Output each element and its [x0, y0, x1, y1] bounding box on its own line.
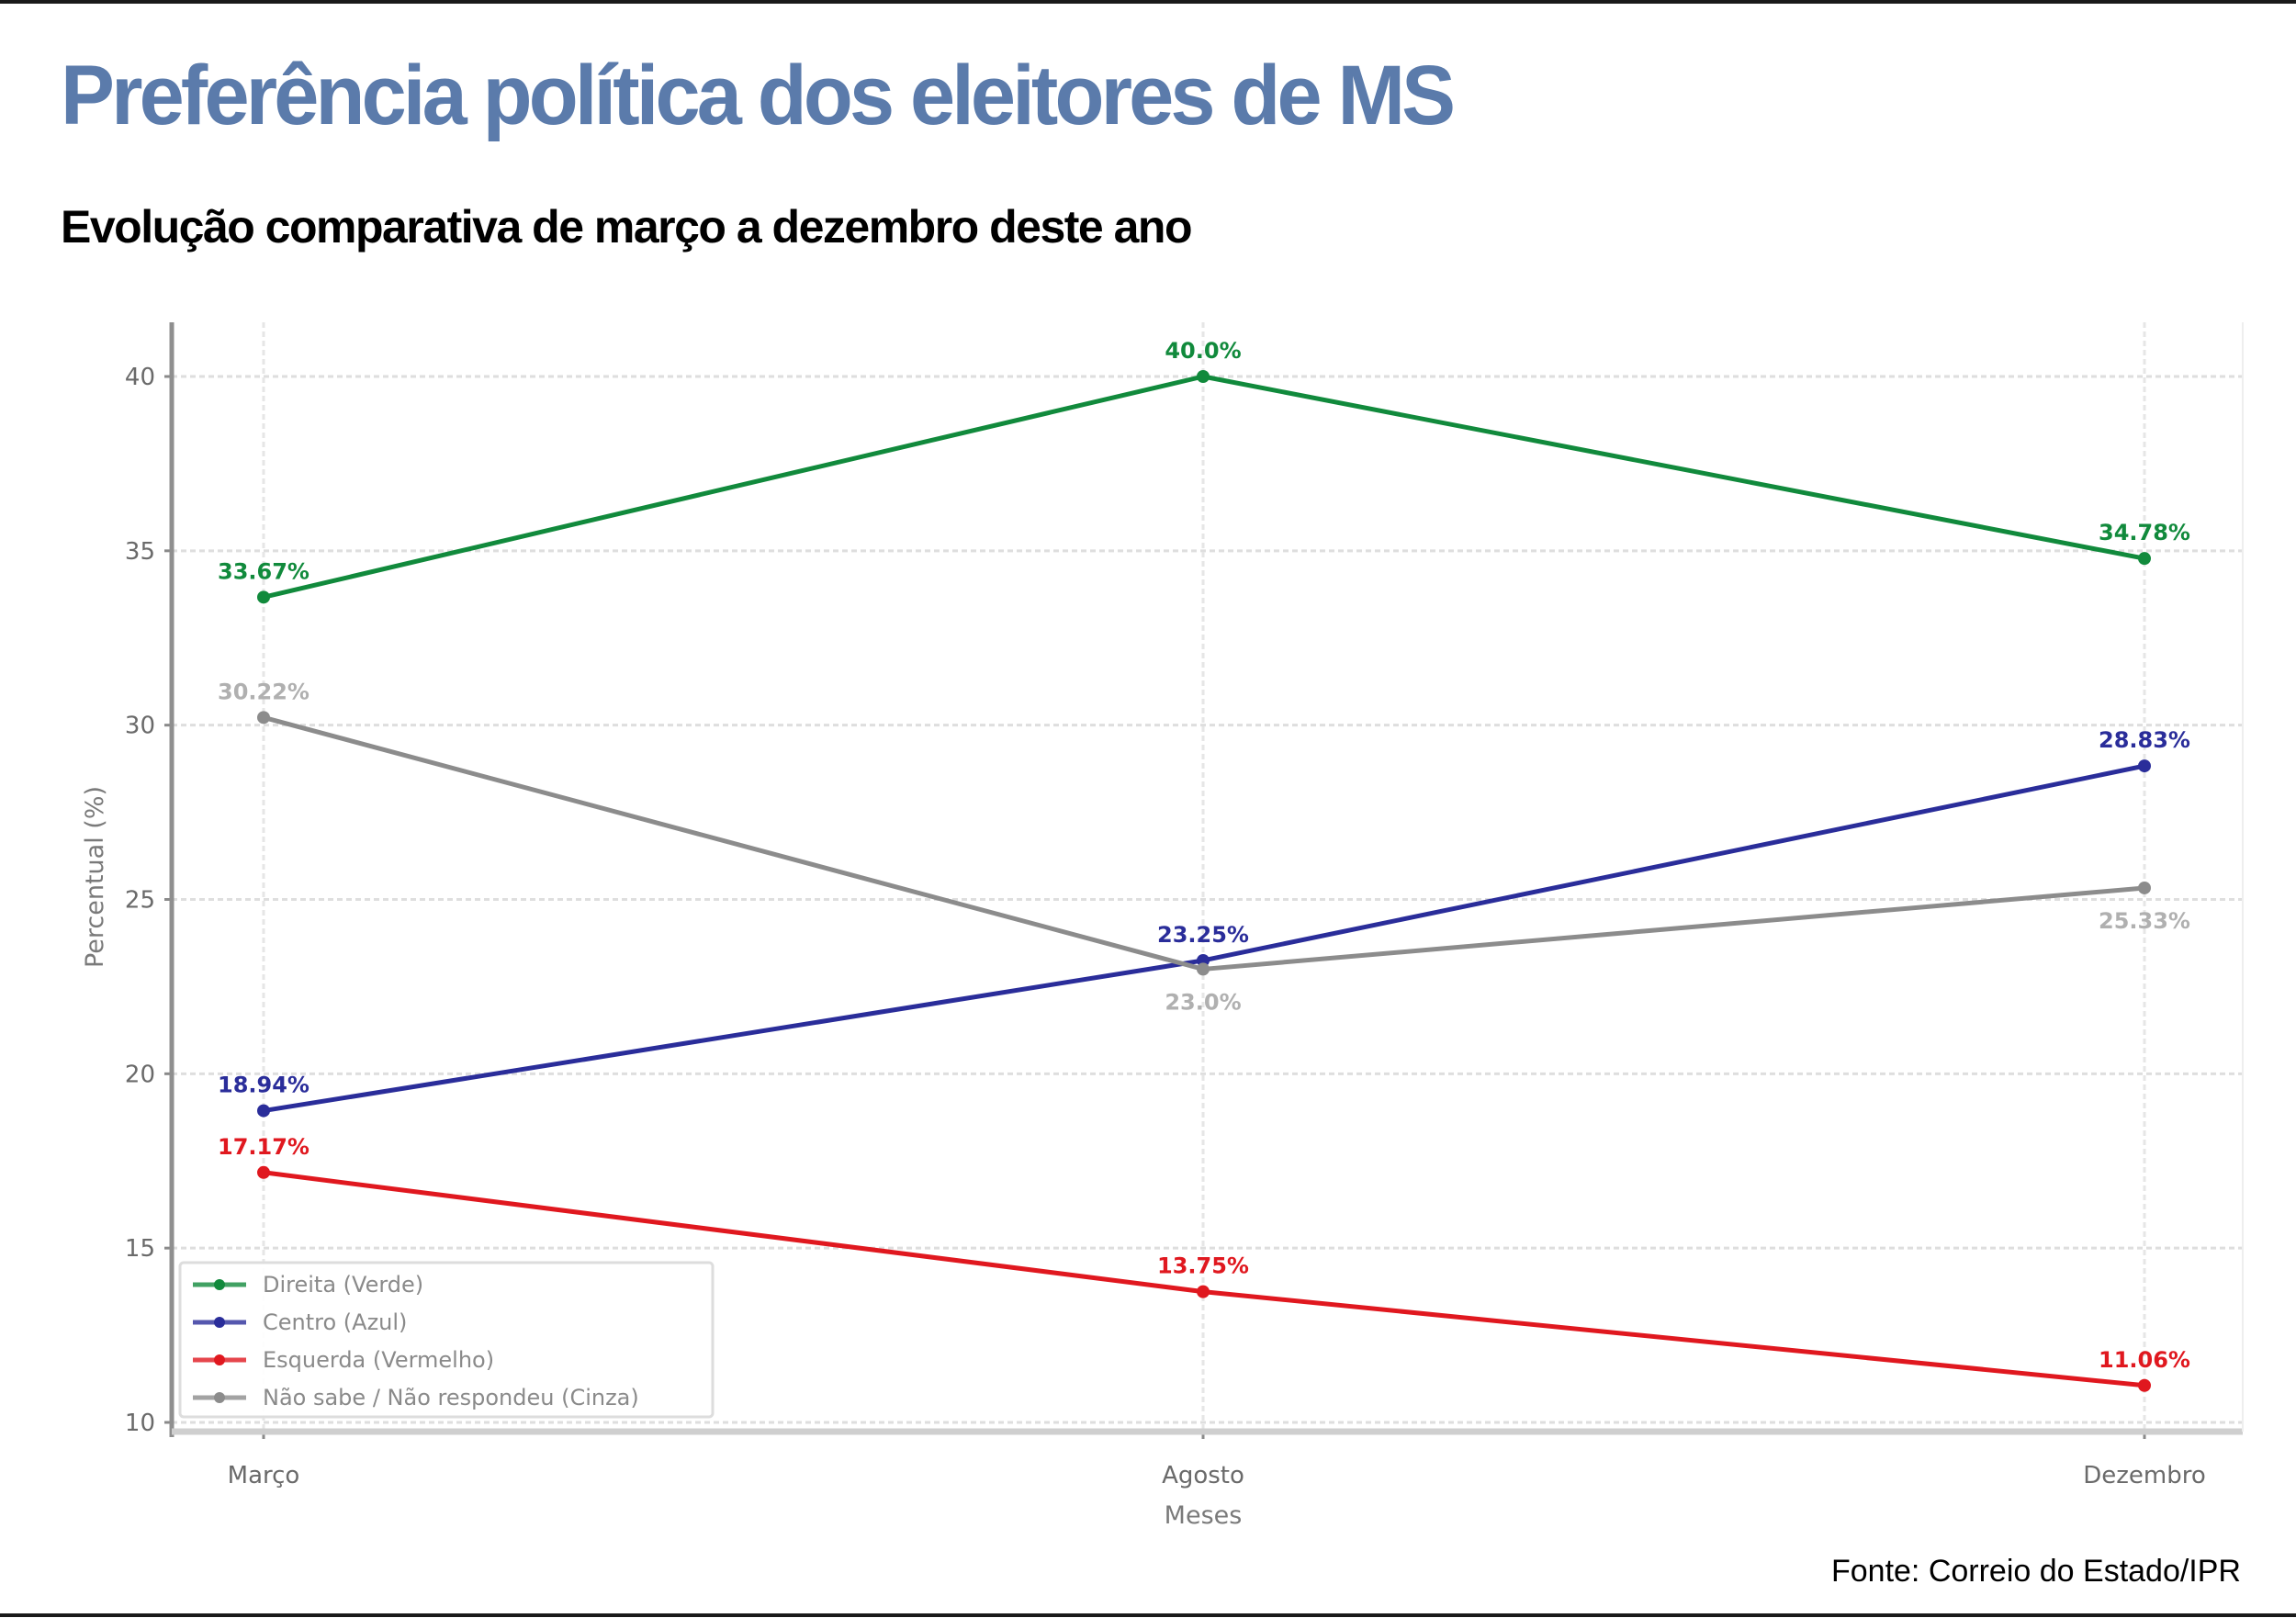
data-labels: 33.67% 40.0% 34.78% 18.94% 23.25% 28.83% 17.17… [218, 338, 2190, 1373]
legend-item: Esquerda (Vermelho) [193, 1347, 494, 1373]
data-point [257, 590, 270, 604]
legend-box [178, 1261, 715, 1419]
data-point [257, 711, 270, 725]
data-label: 40.0% [1165, 338, 1241, 364]
legend-label: Centro (Azul) [263, 1309, 407, 1335]
data-label: 28.83% [2099, 727, 2190, 753]
data-point [2138, 881, 2151, 894]
x-tick-label: Dezembro [2083, 1462, 2206, 1489]
data-point [2138, 552, 2151, 566]
legend-item: Direita (Verde) [193, 1272, 423, 1298]
data-label: 13.75% [1157, 1253, 1249, 1279]
data-label: 18.94% [218, 1073, 310, 1098]
x-tick-labels: Março Agosto Dezembro [228, 1462, 2206, 1489]
source-credit: Fonte: Correio do Estado/IPR [1830, 1554, 2241, 1589]
y-tick-labels: 10 15 20 25 30 35 40 [125, 364, 155, 1437]
grid-lines [172, 322, 2243, 1432]
y-axis-label: Percentual (%) [81, 786, 109, 968]
legend-item: Centro (Azul) [193, 1309, 407, 1335]
y-tick-label: 20 [125, 1061, 155, 1088]
data-label: 23.0% [1165, 989, 1241, 1015]
legend-marker [214, 1279, 225, 1290]
chart-title: Preferência política dos eleitores de MS [61, 49, 1456, 142]
y-tick-label: 10 [125, 1410, 155, 1437]
data-point [1197, 962, 1210, 976]
data-label: 33.67% [218, 558, 310, 584]
data-label: 23.25% [1157, 922, 1249, 948]
legend: Direita (Verde) Centro (Azul) Esquerda (Ve… [178, 1261, 715, 1419]
top-rule [0, 0, 2296, 4]
data-point [2138, 1378, 2151, 1392]
axes [164, 322, 2244, 1439]
x-tick-label: Março [228, 1462, 300, 1489]
y-tick-label: 15 [125, 1235, 155, 1263]
data-label: 17.17% [218, 1134, 310, 1160]
data-point [1197, 1285, 1210, 1298]
data-point [257, 1165, 270, 1179]
legend-marker [214, 1317, 225, 1328]
legend-label: Esquerda (Vermelho) [263, 1347, 494, 1373]
y-tick-label: 30 [125, 713, 155, 740]
y-tick-label: 35 [125, 538, 155, 566]
data-label: 34.78% [2099, 520, 2190, 545]
legend-label: Não sabe / Não respondeu (Cinza) [263, 1385, 639, 1410]
series-lines [257, 370, 2151, 1392]
x-axis-label: Meses [1165, 1501, 1243, 1530]
data-point [1197, 370, 1210, 383]
data-label: 30.22% [218, 679, 310, 704]
legend-marker [214, 1354, 225, 1365]
data-label: 25.33% [2099, 908, 2190, 934]
legend-marker [214, 1392, 225, 1403]
x-tick-label: Agosto [1162, 1462, 1244, 1489]
data-point [257, 1104, 270, 1118]
y-tick-label: 25 [125, 887, 155, 915]
bottom-rule [0, 1613, 2296, 1617]
chart-subtitle: Evolução comparativa de março a dezembro… [61, 201, 1193, 253]
data-label: 11.06% [2099, 1347, 2190, 1373]
y-tick-label: 40 [125, 364, 155, 391]
legend-label: Direita (Verde) [263, 1272, 423, 1298]
legend-item: Não sabe / Não respondeu (Cinza) [193, 1385, 639, 1410]
data-point [2138, 759, 2151, 773]
